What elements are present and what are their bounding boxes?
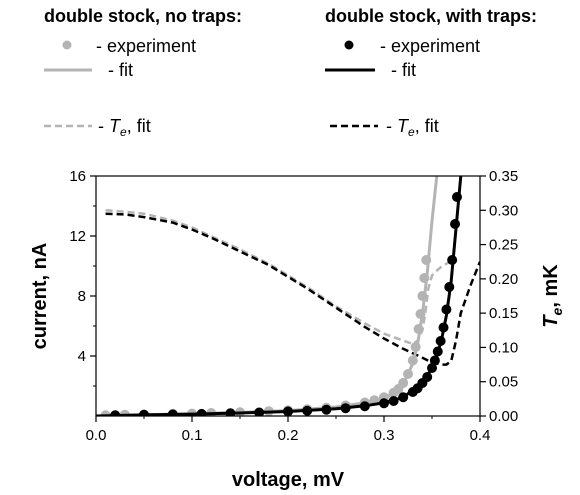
y2-tick-label: 0.10	[489, 339, 518, 356]
x-tick-label: 0.4	[470, 427, 491, 444]
x-tick-label: 0.3	[374, 427, 395, 444]
double-stock-no-traps-fit-line	[96, 176, 439, 416]
double-stock-no-traps-te-fit-line	[105, 209, 457, 346]
legend-no-traps-te-label: - Te, fit	[98, 116, 151, 139]
y-axis-label: current, nA	[29, 243, 51, 350]
x-axis-label: voltage, mV	[232, 469, 345, 491]
y2-tick-label: 0.25	[489, 237, 518, 254]
y2-tick-label: 0.35	[489, 168, 518, 185]
y2-tick-label: 0.00	[489, 408, 518, 425]
legend-with-traps: double stock, with traps: - experiment -…	[325, 6, 537, 139]
axes: 0.0 0.1 0.2 0.3 0.4 4 8 12 16 0.00 0.05 0.10 0.15 0.2…	[69, 168, 518, 444]
y-tick-label: 16	[69, 168, 86, 185]
double-stock-with-traps-te-fit-line	[105, 212, 480, 366]
legend-with-traps-fit-label: - fit	[391, 60, 416, 80]
plot-series	[96, 176, 480, 416]
legend-no-traps-fit-label: - fit	[108, 60, 133, 80]
y2-tick-label: 0.30	[489, 202, 518, 219]
x-tick-label: 0.2	[278, 427, 299, 444]
y2-tick-label: 0.20	[489, 271, 518, 288]
legend-with-traps-header: double stock, with traps:	[325, 6, 537, 26]
legend-no-traps-experiment-label: - experiment	[96, 36, 196, 56]
x-tick-label: 0.0	[86, 427, 107, 444]
legend-with-traps-experiment-marker	[344, 40, 354, 50]
y2-tick-label: 0.05	[489, 374, 518, 391]
y-tick-label: 4	[78, 348, 86, 365]
y2-tick-label: 0.15	[489, 305, 518, 322]
y-tick-label: 8	[78, 288, 86, 305]
legend-with-traps-experiment-label: - experiment	[380, 36, 480, 56]
y2-axis-label: Te, mK	[540, 264, 565, 328]
double-stock-with-traps-fit-line	[96, 176, 463, 416]
legend-no-traps-header: double stock, no traps:	[44, 6, 242, 26]
legend-no-traps-experiment-marker	[62, 40, 72, 50]
y-tick-label: 12	[69, 228, 86, 245]
plot-frame	[95, 175, 481, 417]
legend-no-traps: double stock, no traps: - experiment - f…	[44, 6, 242, 139]
legend-with-traps-te-label: - Te, fit	[386, 116, 439, 139]
x-tick-label: 0.1	[182, 427, 203, 444]
